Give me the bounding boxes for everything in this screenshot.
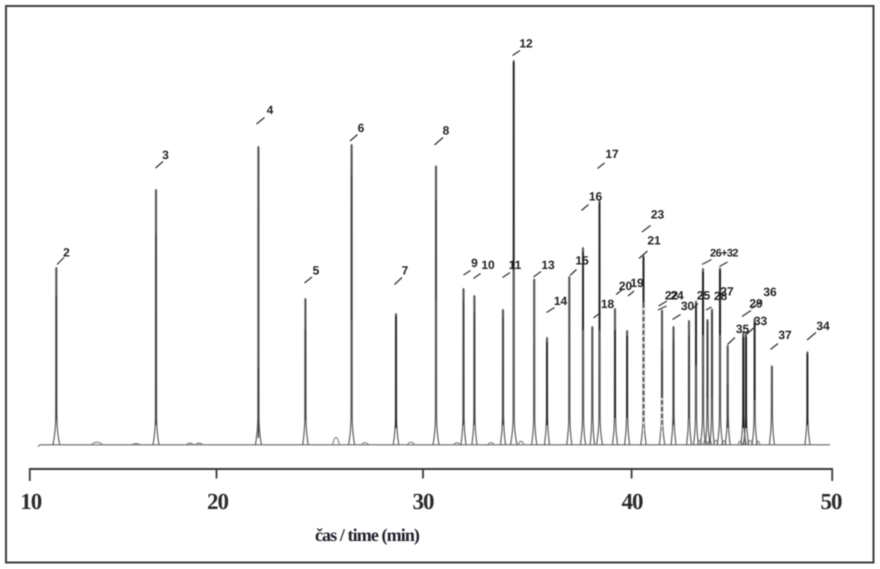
svg-text:15: 15: [575, 254, 589, 268]
svg-text:2: 2: [63, 246, 70, 260]
svg-text:22: 22: [665, 289, 679, 303]
svg-text:23: 23: [651, 208, 665, 222]
svg-text:12: 12: [519, 37, 533, 51]
svg-text:8: 8: [443, 124, 450, 138]
svg-text:3: 3: [162, 148, 169, 162]
svg-text:34: 34: [816, 319, 830, 333]
svg-text:33: 33: [754, 314, 768, 328]
svg-text:20: 20: [207, 489, 229, 514]
svg-text:19: 19: [630, 276, 644, 290]
svg-text:14: 14: [554, 294, 568, 308]
svg-text:5: 5: [313, 264, 320, 278]
svg-text:40: 40: [622, 489, 644, 514]
svg-text:13: 13: [541, 258, 555, 272]
svg-text:28: 28: [714, 289, 728, 303]
svg-text:20: 20: [619, 279, 633, 293]
svg-text:7: 7: [402, 264, 409, 278]
svg-text:27: 27: [720, 284, 734, 298]
svg-text:17: 17: [605, 147, 619, 161]
svg-text:18: 18: [601, 297, 615, 311]
svg-text:16: 16: [589, 190, 603, 204]
svg-text:29: 29: [749, 297, 763, 311]
svg-text:30: 30: [413, 489, 435, 514]
svg-text:10: 10: [481, 258, 495, 272]
svg-text:35: 35: [736, 322, 750, 336]
svg-text:50: 50: [821, 489, 843, 514]
svg-text:6: 6: [358, 121, 365, 135]
svg-text:10: 10: [20, 489, 42, 514]
svg-text:21: 21: [647, 234, 661, 248]
svg-text:37: 37: [778, 328, 792, 342]
svg-text:čas / time (min): čas / time (min): [315, 525, 420, 545]
svg-text:30: 30: [681, 299, 695, 313]
svg-text:26+32: 26+32: [710, 247, 738, 259]
svg-text:9: 9: [471, 256, 478, 270]
svg-text:36: 36: [763, 285, 777, 299]
svg-text:11: 11: [509, 258, 522, 272]
svg-text:4: 4: [267, 103, 274, 117]
svg-text:25: 25: [697, 288, 711, 302]
svg-text:24: 24: [670, 289, 684, 303]
